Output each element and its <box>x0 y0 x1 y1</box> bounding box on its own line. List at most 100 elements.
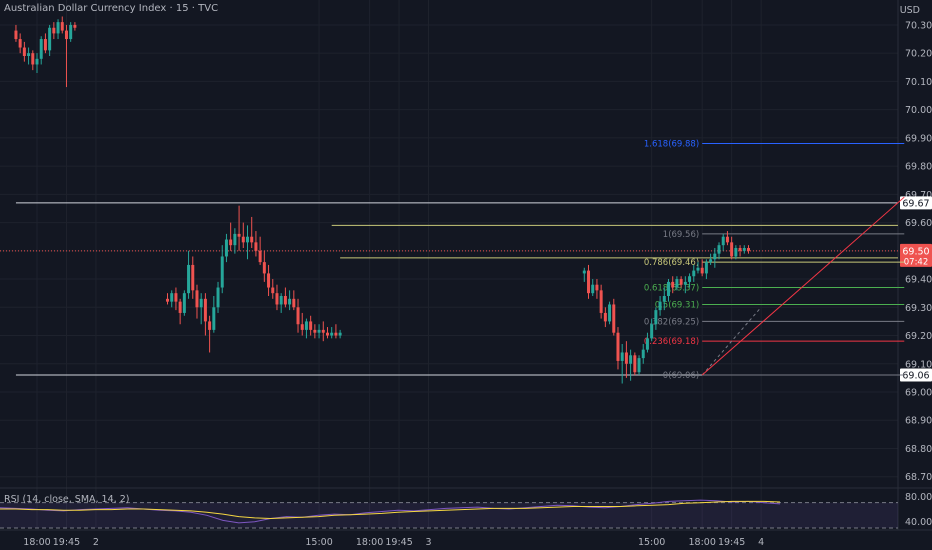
candle-body[interactable] <box>288 298 292 305</box>
candle-body[interactable] <box>300 324 304 330</box>
candle-body[interactable] <box>208 321 212 330</box>
candle-body[interactable] <box>679 279 683 285</box>
candle-body[interactable] <box>675 279 679 288</box>
candle-body[interactable] <box>18 39 22 48</box>
candle-body[interactable] <box>237 233 241 237</box>
candle-body[interactable] <box>229 239 233 246</box>
candle-body[interactable] <box>73 24 77 28</box>
candle-body[interactable] <box>637 358 641 373</box>
candle-body[interactable] <box>203 298 207 322</box>
candle-body[interactable] <box>709 259 713 263</box>
symbol-legend[interactable]: Australian Dollar Currency Index · 15 · … <box>4 3 218 14</box>
candle-body[interactable] <box>224 239 228 257</box>
candle-body[interactable] <box>195 290 199 308</box>
currency-label[interactable]: USD <box>899 5 920 16</box>
candle-body[interactable] <box>250 236 254 243</box>
candle-body[interactable] <box>313 329 317 333</box>
candle-body[interactable] <box>620 352 624 361</box>
candle-body[interactable] <box>587 270 591 294</box>
candle-body[interactable] <box>725 236 729 243</box>
candle-body[interactable] <box>713 253 717 260</box>
candle-body[interactable] <box>275 293 279 305</box>
candle-body[interactable] <box>612 304 616 333</box>
candle-body[interactable] <box>591 284 595 294</box>
candle-body[interactable] <box>296 307 300 325</box>
candle-body[interactable] <box>683 281 687 285</box>
candle-body[interactable] <box>667 281 670 296</box>
candle-body[interactable] <box>292 298 296 308</box>
candle-body[interactable] <box>582 270 586 274</box>
candle-body[interactable] <box>746 248 750 251</box>
candle-body[interactable] <box>39 39 43 59</box>
candle-body[interactable] <box>317 329 321 333</box>
candle-body[interactable] <box>658 301 662 311</box>
candle-body[interactable] <box>31 53 35 65</box>
candle-body[interactable] <box>220 256 224 288</box>
candle-body[interactable] <box>279 296 283 305</box>
rsi-line[interactable] <box>0 499 781 524</box>
candle-body[interactable] <box>241 236 245 243</box>
candle-body[interactable] <box>187 264 191 294</box>
candle-body[interactable] <box>304 321 308 330</box>
candle-body[interactable] <box>692 270 696 277</box>
candle-body[interactable] <box>645 338 649 350</box>
candle-body[interactable] <box>48 27 52 51</box>
candle-body[interactable] <box>43 39 47 51</box>
trendline[interactable] <box>701 196 905 376</box>
candle-body[interactable] <box>650 324 654 339</box>
candle-body[interactable] <box>262 262 266 274</box>
candle-body[interactable] <box>309 321 313 330</box>
candle-body[interactable] <box>69 24 73 40</box>
candle-body[interactable] <box>246 236 249 243</box>
candle-body[interactable] <box>717 245 721 254</box>
rsi-ma-line[interactable] <box>0 500 781 520</box>
candle-body[interactable] <box>603 312 607 322</box>
candle-body[interactable] <box>254 242 258 251</box>
candle-body[interactable] <box>700 267 704 274</box>
candle-body[interactable] <box>696 267 700 271</box>
candle-body[interactable] <box>271 287 275 294</box>
candle-body[interactable] <box>742 248 746 251</box>
candle-body[interactable] <box>721 236 725 246</box>
candle-body[interactable] <box>56 22 60 34</box>
candle-body[interactable] <box>616 332 620 361</box>
candle-body[interactable] <box>624 352 628 364</box>
candle-body[interactable] <box>662 296 666 302</box>
candle-body[interactable] <box>178 301 182 313</box>
candle-body[interactable] <box>738 248 742 251</box>
candle-body[interactable] <box>267 273 271 288</box>
candle-body[interactable] <box>216 287 220 308</box>
candle-body[interactable] <box>338 332 342 336</box>
candle-body[interactable] <box>191 264 195 291</box>
rsi-legend[interactable]: RSI (14, close, SMA, 14, 2) <box>4 494 130 505</box>
candle-body[interactable] <box>671 281 675 288</box>
candle-body[interactable] <box>704 262 708 274</box>
candle-body[interactable] <box>258 250 262 263</box>
candle-body[interactable] <box>595 284 599 291</box>
candle-body[interactable] <box>283 296 287 305</box>
candle-body[interactable] <box>599 290 603 313</box>
candle-body[interactable] <box>734 248 738 257</box>
candle-body[interactable] <box>608 304 612 322</box>
candle-body[interactable] <box>633 355 637 373</box>
candle-body[interactable] <box>27 53 31 56</box>
candle-body[interactable] <box>334 332 338 336</box>
candle-body[interactable] <box>14 30 18 40</box>
candle-body[interactable] <box>688 276 692 282</box>
candle-body[interactable] <box>182 293 186 313</box>
candle-body[interactable] <box>730 242 734 257</box>
candle-body[interactable] <box>64 30 68 40</box>
candle-body[interactable] <box>325 332 329 336</box>
candle-body[interactable] <box>170 293 174 302</box>
candle-body[interactable] <box>166 298 170 302</box>
candle-body[interactable] <box>52 27 56 34</box>
candle-body[interactable] <box>629 355 633 364</box>
candle-body[interactable] <box>330 332 334 336</box>
candle-body[interactable] <box>212 307 216 330</box>
candle-body[interactable] <box>22 47 26 56</box>
candle-body[interactable] <box>641 349 645 359</box>
candle-body[interactable] <box>60 22 64 31</box>
candle-body[interactable] <box>654 310 658 325</box>
candle-body[interactable] <box>174 293 178 302</box>
